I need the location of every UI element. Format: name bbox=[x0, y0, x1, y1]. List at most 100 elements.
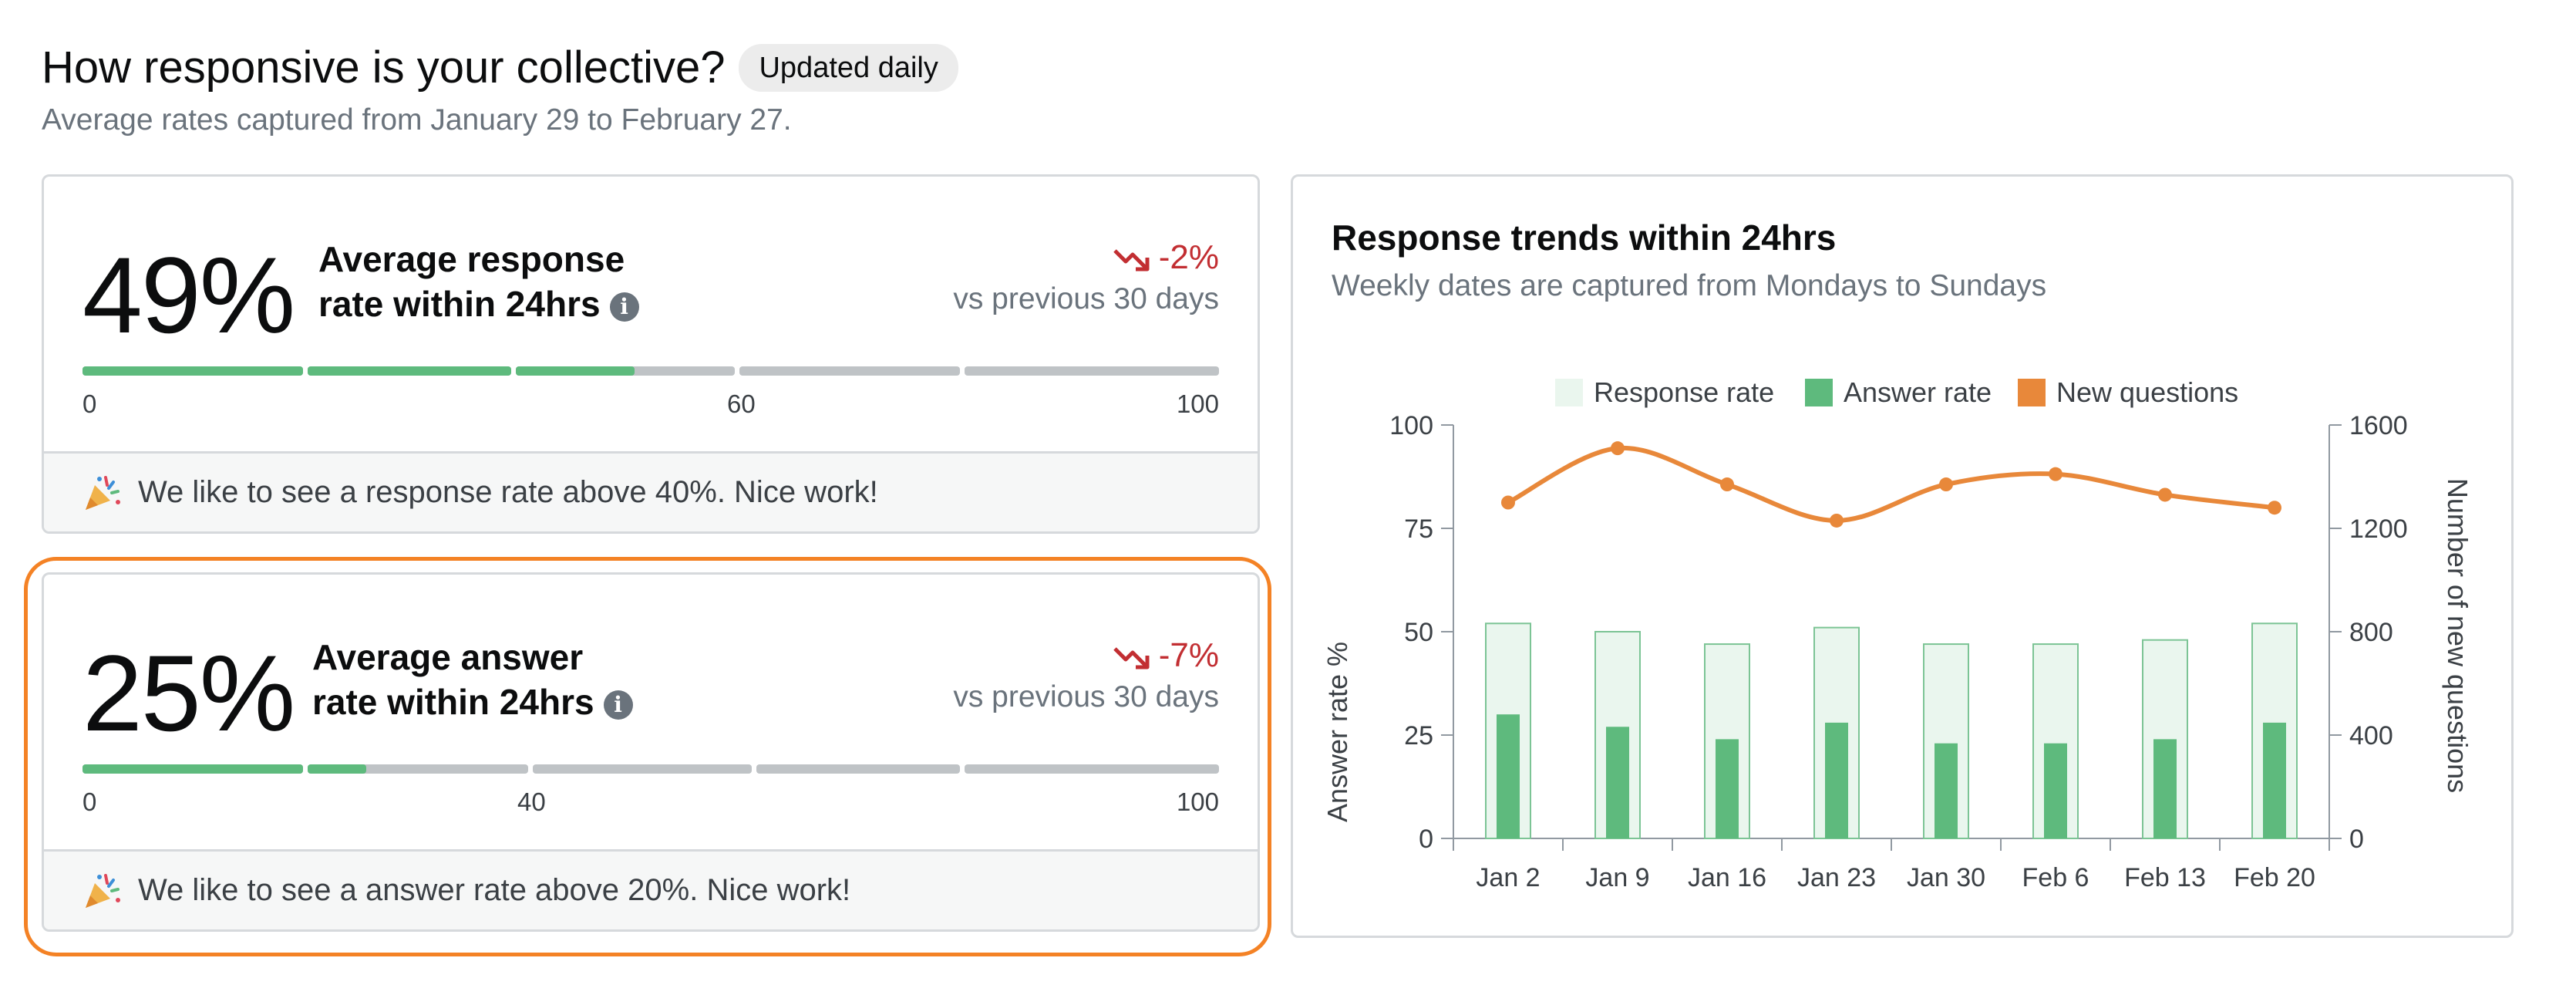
y-tick-label: 100 bbox=[1389, 411, 1433, 440]
party-popper-icon bbox=[86, 873, 120, 908]
scale-max: 100 bbox=[1176, 788, 1219, 816]
answer-rate-progress-bar bbox=[82, 764, 1219, 774]
response-rate-footer: We like to see a response rate above 40%… bbox=[44, 451, 1258, 531]
progress-segment bbox=[82, 366, 303, 376]
y-tick-label: 50 bbox=[1404, 618, 1433, 647]
scale-mid: 40 bbox=[517, 788, 546, 816]
answer-card-highlight bbox=[24, 557, 1271, 956]
progress-fill bbox=[308, 366, 511, 376]
chart-legend: Response rate Answer rate New questions bbox=[1555, 376, 2238, 408]
trending-down-icon bbox=[1113, 647, 1150, 670]
y-tick-label: 75 bbox=[1404, 514, 1433, 544]
new-questions-point bbox=[1501, 495, 1515, 510]
chart-title: Response trends within 24hrs bbox=[1332, 218, 1837, 258]
scale-max: 100 bbox=[1176, 390, 1219, 418]
y2-axis-label: Number of new questions bbox=[2442, 478, 2473, 793]
response-rate-progress-bar bbox=[82, 366, 1219, 376]
y-tick-label: 25 bbox=[1404, 721, 1433, 750]
scale-min: 0 bbox=[82, 390, 97, 418]
response-rate-label-line1: Average response bbox=[318, 239, 625, 279]
progress-fill bbox=[308, 764, 366, 774]
new-questions-point bbox=[1830, 513, 1844, 528]
legend-swatch-response-rate[interactable] bbox=[1555, 379, 1583, 406]
answer-rate-bar bbox=[1497, 714, 1520, 838]
new-questions-point bbox=[1611, 441, 1625, 456]
title-row: How responsive is your collective? Updat… bbox=[42, 40, 958, 96]
trending-down-icon bbox=[1113, 249, 1150, 272]
x-tick-label: Jan 2 bbox=[1476, 863, 1540, 892]
scale-mid: 60 bbox=[727, 390, 756, 418]
answer-rate-footer: We like to see a answer rate above 20%. … bbox=[44, 849, 1258, 929]
answer-rate-bar bbox=[1606, 727, 1629, 838]
progress-segment bbox=[739, 366, 960, 376]
y2-tick-label: 400 bbox=[2349, 721, 2393, 750]
new-questions-point bbox=[1939, 477, 1953, 492]
chart-subtitle: Weekly dates are captured from Mondays t… bbox=[1332, 269, 2047, 302]
page-title: How responsive is your collective? bbox=[42, 42, 726, 93]
answer-rate-bar bbox=[1935, 743, 1958, 838]
progress-segment bbox=[516, 366, 735, 376]
x-tick-label: Feb 6 bbox=[2022, 863, 2089, 892]
progress-fill bbox=[516, 366, 635, 376]
answer-rate-label: Average answer rate within 24hrs i bbox=[312, 635, 633, 724]
x-tick-label: Feb 13 bbox=[2124, 863, 2206, 892]
answer-rate-delta: -7% vs previous 30 days bbox=[953, 635, 1219, 718]
x-tick-label: Jan 23 bbox=[1797, 863, 1876, 892]
answer-rate-bar bbox=[2044, 743, 2067, 838]
answer-rate-delta-caption: vs previous 30 days bbox=[953, 680, 1219, 713]
response-rate-card: 49% Average response rate within 24hrs i … bbox=[42, 174, 1260, 534]
info-icon[interactable]: i bbox=[603, 690, 633, 720]
page-subtitle: Average rates captured from January 29 t… bbox=[42, 103, 792, 137]
y2-tick-label: 0 bbox=[2349, 825, 2364, 854]
answer-rate-label-line1: Average answer bbox=[312, 637, 584, 677]
section-header: How responsive is your collective? Updat… bbox=[42, 40, 958, 137]
response-rate-delta-caption: vs previous 30 days bbox=[953, 282, 1219, 315]
response-rate-label: Average response rate within 24hrs i bbox=[318, 237, 639, 326]
legend-label-new-questions[interactable]: New questions bbox=[2056, 376, 2238, 408]
legend-swatch-answer-rate[interactable] bbox=[1805, 379, 1833, 406]
progress-segment bbox=[533, 764, 752, 774]
answer-rate-bar bbox=[1825, 722, 1848, 838]
progress-segment bbox=[965, 764, 1219, 774]
y2-tick-label: 1600 bbox=[2349, 411, 2408, 440]
answer-rate-card: 25% Average answer rate within 24hrs i -7… bbox=[42, 572, 1260, 932]
answer-rate-footer-text: We like to see a answer rate above 20%. … bbox=[138, 873, 851, 907]
trends-chart-card: Response trends within 24hrs Weekly date… bbox=[1291, 174, 2514, 938]
progress-fill bbox=[82, 366, 303, 376]
x-tick-label: Feb 20 bbox=[2234, 863, 2315, 892]
y2-tick-label: 1200 bbox=[2349, 514, 2408, 544]
progress-segment bbox=[308, 366, 511, 376]
updated-badge: Updated daily bbox=[739, 44, 958, 92]
y2-tick-label: 800 bbox=[2349, 618, 2393, 647]
progress-segment bbox=[308, 764, 528, 774]
progress-segment bbox=[965, 366, 1219, 376]
answer-rate-label-line2: rate within 24hrs bbox=[312, 682, 594, 722]
progress-segment bbox=[756, 764, 960, 774]
legend-swatch-new-questions[interactable] bbox=[2018, 379, 2046, 406]
answer-rate-value: 25% bbox=[82, 632, 295, 754]
x-tick-label: Jan 9 bbox=[1585, 863, 1649, 892]
progress-segment bbox=[82, 764, 303, 774]
new-questions-point bbox=[2049, 467, 2062, 481]
response-rate-value: 49% bbox=[82, 234, 295, 356]
new-questions-point bbox=[1720, 477, 1734, 492]
info-icon[interactable]: i bbox=[609, 292, 639, 322]
y-axis-label: Answer rate % bbox=[1322, 642, 1353, 822]
new-questions-point bbox=[2158, 487, 2172, 502]
answer-rate-bar bbox=[2153, 739, 2177, 838]
response-rate-label-line2: rate within 24hrs bbox=[318, 284, 601, 324]
answer-rate-bar bbox=[1716, 739, 1739, 838]
answer-rate-bar bbox=[2263, 722, 2286, 838]
x-tick-label: Jan 30 bbox=[1907, 863, 1985, 892]
new-questions-line bbox=[1507, 445, 2275, 523]
new-questions-point bbox=[2268, 501, 2281, 515]
scale-min: 0 bbox=[82, 788, 97, 816]
legend-label-answer-rate[interactable]: Answer rate bbox=[1844, 376, 1992, 408]
y-tick-label: 0 bbox=[1419, 825, 1433, 854]
legend-label-response-rate[interactable]: Response rate bbox=[1594, 376, 1774, 408]
x-tick-label: Jan 16 bbox=[1688, 863, 1766, 892]
response-rate-footer-text: We like to see a response rate above 40%… bbox=[138, 475, 878, 509]
progress-fill bbox=[82, 764, 303, 774]
trends-chart: Response rate Answer rate New questions … bbox=[1322, 376, 2473, 892]
response-rate-delta: -2% vs previous 30 days bbox=[953, 237, 1219, 320]
